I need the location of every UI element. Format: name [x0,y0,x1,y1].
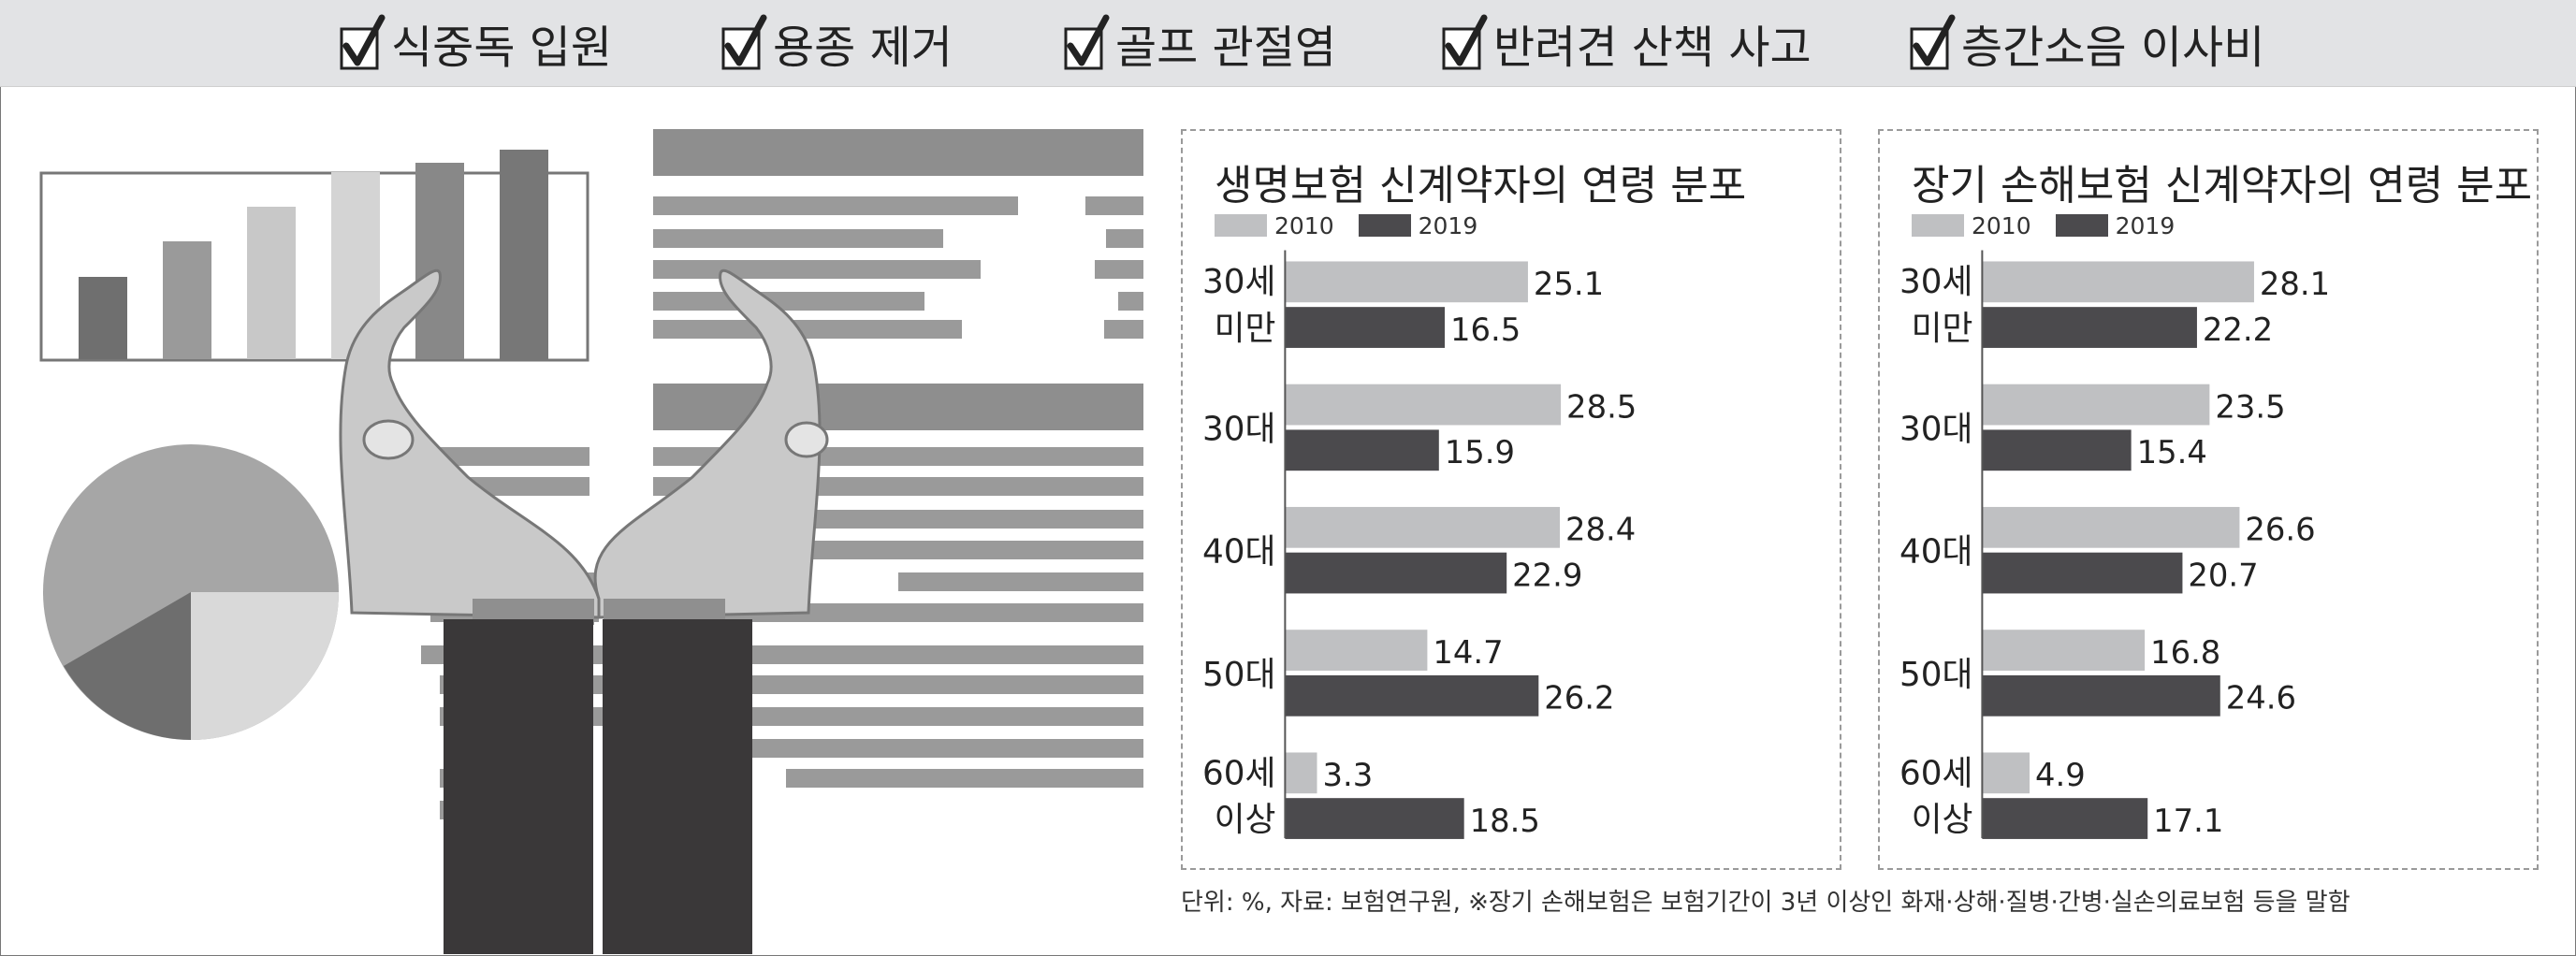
data-label: 28.1 [2260,266,2330,302]
checkbox-check-icon [340,14,386,70]
data-label: 14.7 [1433,634,1503,671]
banner-item-label: 식중독 입원 [391,22,613,74]
data-label: 28.4 [1565,512,1636,548]
legend-swatch-2019 [2055,214,2108,237]
chart-panel-longterm-nonlife: 장기 손해보험 신계약자의 연령 분포 2010 2019 30세 미만 28.1 2… [1878,129,2539,870]
checkbox-check-icon [1910,14,1956,70]
hands-document-illustration [39,129,1143,954]
source-footnote: 단위: %, 자료: 보험연구원, ※장기 손해보험은 보험기간이 3년 이상인… [1181,889,2350,917]
bar-chart-life: 30세 미만 25.1 16.5 30대 28.5 15.9 40대 28.4 22.9 50대 14… [1202,250,1637,839]
data-label: 15.4 [2137,434,2207,471]
topic-banner: 식중독 입원 용종 제거 골프 관절염 반려견 산책 사고 층간소음 이사비 [0,0,2576,87]
banner-item-label: 층간소음 이사비 [1961,22,2265,74]
category-label: 60세 이상 [1202,754,1275,839]
banner-item: 반려견 산책 사고 [1441,0,1812,86]
category-label: 30세 미만 [1899,263,1972,348]
bar-2019-3 [1285,674,1539,717]
data-label: 28.5 [1566,388,1637,425]
checkbox-check-icon [721,14,767,70]
bar-2010-3 [1982,630,2146,671]
bar-2019-2 [1982,552,2183,594]
banner-item: 골프 관절염 [1063,0,1336,86]
banner-item: 용종 제거 [720,0,953,86]
banner-item: 층간소음 이사비 [1909,0,2264,86]
bar-2010-2 [1285,506,1561,548]
bar-2019-0 [1285,307,1446,348]
data-label: 16.8 [2150,634,2220,671]
bar-2019-0 [1982,307,2197,348]
legend-label-2010: 2010 [1274,211,1334,239]
data-label: 22.9 [1512,557,1582,593]
banner-item-label: 골프 관절염 [1115,22,1337,74]
chart-title: 장기 손해보험 신계약자의 연령 분포 [1912,162,2533,210]
data-label: 4.9 [2035,757,2086,793]
bar-2010-1 [1285,384,1562,426]
data-label: 18.5 [1470,803,1540,839]
bar-2010-2 [1982,506,2240,548]
data-label: 23.5 [2215,388,2285,425]
bar-2019-4 [1285,798,1464,839]
data-label: 26.6 [2245,512,2315,548]
decorative-pie-chart [43,444,339,740]
bar-2019-4 [1982,798,2148,839]
chart-title: 생명보험 신계약자의 연령 분포 [1215,162,1747,210]
bar-2019-1 [1285,429,1439,471]
bar-2019-2 [1285,552,1507,594]
category-label: 40대 [1899,533,1972,572]
category-label: 50대 [1899,656,1972,694]
bar-2010-4 [1285,752,1317,794]
category-label: 50대 [1202,656,1275,694]
legend-label-2019: 2019 [2115,211,2176,239]
bar-2010-3 [1285,630,1428,671]
checkbox-check-icon [1442,14,1488,70]
chart-panel-life-insurance: 생명보험 신계약자의 연령 분포 2010 2019 30세 미만 25.1 16.5… [1181,129,1841,870]
data-label: 17.1 [2153,803,2223,839]
data-label: 26.2 [1544,680,1614,717]
category-label: 40대 [1202,533,1275,572]
data-label: 24.6 [2226,680,2296,717]
checkbox-check-icon [1064,14,1110,70]
legend-label-2010: 2010 [1972,211,2031,239]
dark-sleeves [444,619,752,954]
legend-label-2019: 2019 [1418,211,1478,239]
banner-item-label: 반려견 산책 사고 [1493,22,1812,74]
category-label: 60세 이상 [1899,754,1972,839]
category-label: 30대 [1899,410,1972,448]
category-label: 30세 미만 [1202,263,1275,348]
decorative-bar-chart [39,150,589,362]
legend-swatch-2010 [1215,214,1267,237]
data-label: 3.3 [1322,757,1373,793]
bar-2019-3 [1982,674,2220,717]
data-label: 20.7 [2188,557,2258,593]
banner-item: 식중독 입원 [339,0,612,86]
banner-item-label: 용종 제거 [773,22,953,74]
bar-2010-0 [1982,261,2254,303]
data-label: 15.9 [1445,434,1515,471]
bar-2010-0 [1285,261,1528,303]
legend-swatch-2010 [1912,214,1964,237]
legend-swatch-2019 [1358,214,1411,237]
chart-legend: 2010 2019 [1912,211,2199,239]
bar-2010-1 [1982,384,2210,426]
category-label: 30대 [1202,410,1275,448]
chart-legend: 2010 2019 [1215,211,1502,239]
bar-chart-nonlife: 30세 미만 28.1 22.2 30대 23.515.4 40대 26.6 20.7 50대 16… [1899,250,2330,839]
data-label: 22.2 [2203,311,2273,348]
data-label: 25.1 [1534,266,1604,302]
bar-2010-4 [1982,752,2030,794]
data-label: 16.5 [1450,311,1521,348]
bar-2019-1 [1982,429,2132,471]
